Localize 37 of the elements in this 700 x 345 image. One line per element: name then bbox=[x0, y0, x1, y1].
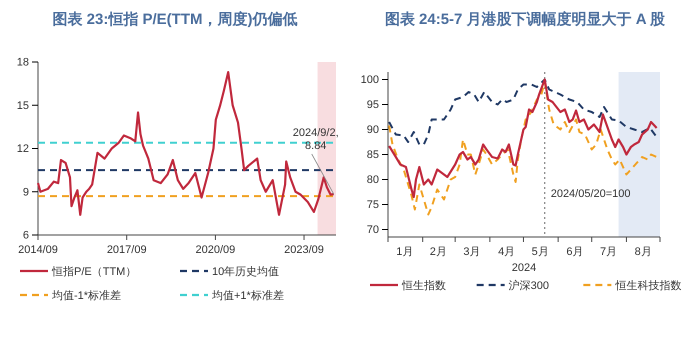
y-tick-label: 100 bbox=[360, 74, 379, 86]
y-tick-label: 85 bbox=[366, 149, 379, 162]
legend-label: 恒生科技指数 bbox=[614, 279, 682, 292]
ref-line-label: 2024/05/20=100 bbox=[550, 188, 631, 200]
x-tick-label: 2020/09 bbox=[196, 244, 236, 256]
y-tick-label: 15 bbox=[16, 100, 29, 112]
x-tick-label: 4月 bbox=[498, 246, 516, 258]
x-tick-label: 6月 bbox=[566, 246, 584, 258]
y-tick-label: 6 bbox=[22, 230, 29, 242]
x-tick-label: 1月 bbox=[396, 246, 414, 258]
y-tick-label: 75 bbox=[366, 199, 379, 212]
y-tick-label: 18 bbox=[16, 56, 29, 69]
x-tick-label: 2月 bbox=[430, 246, 447, 258]
legend-label: 10年历史均值 bbox=[212, 265, 280, 278]
legend-label: 沪深300 bbox=[508, 279, 550, 292]
line-series bbox=[388, 78, 658, 146]
x-tick-label: 2014/09 bbox=[18, 244, 58, 256]
y-tick-label: 70 bbox=[366, 224, 379, 236]
x-tick-label: 2023/09 bbox=[284, 244, 324, 256]
y-tick-label: 90 bbox=[366, 124, 379, 136]
y-tick-label: 80 bbox=[366, 174, 379, 186]
annotation: 2024/9/2, 8.84 bbox=[292, 127, 339, 152]
y-tick-label: 9 bbox=[22, 186, 29, 198]
x-axis-title: 2024 bbox=[512, 262, 536, 274]
legend-label: 恒指P/E（TTM） bbox=[51, 266, 136, 278]
legend-label: 恒生指数 bbox=[401, 279, 446, 292]
x-tick-label: 8月 bbox=[634, 246, 652, 258]
x-tick-label: 7月 bbox=[600, 246, 618, 258]
y-tick-label: 95 bbox=[366, 99, 379, 112]
y-tick-label: 12 bbox=[16, 143, 29, 156]
legend-label: 均值-1*标准差 bbox=[51, 289, 122, 302]
x-tick-label: 3月 bbox=[463, 246, 481, 258]
legend-label: 均值+1*标准差 bbox=[211, 289, 284, 302]
chart-title: 图表 24:5-7 月港股下调幅度明显大于 A 股 bbox=[384, 10, 666, 28]
x-tick-label: 5月 bbox=[532, 246, 549, 258]
x-tick-label: 2017/09 bbox=[106, 244, 147, 256]
chart-title: 图表 23:恒指 P/E(TTM，周度)仍偏低 bbox=[52, 10, 298, 28]
